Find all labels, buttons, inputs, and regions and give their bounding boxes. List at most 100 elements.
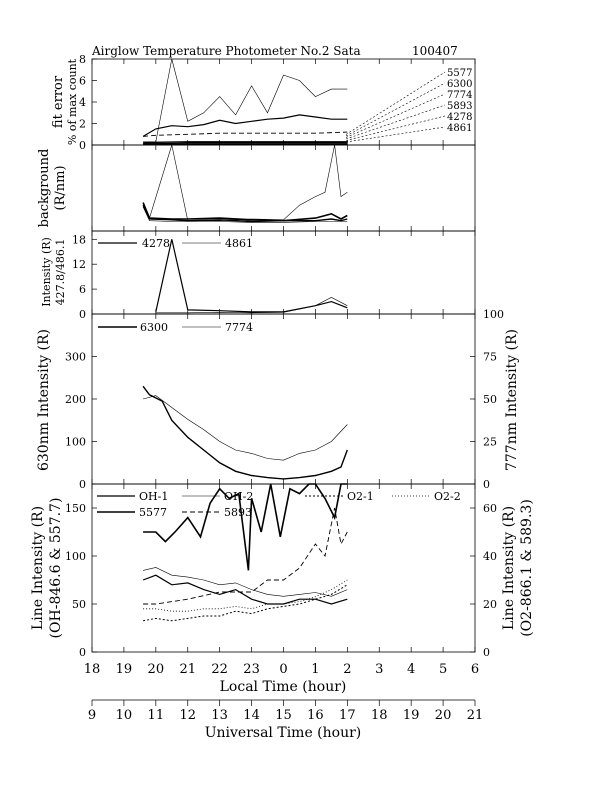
y-tick-label-line-intensity-3: 150	[65, 502, 86, 515]
local-tick-label-2: 20	[148, 662, 165, 677]
y-tick-label-fit-error-0: 0	[79, 139, 86, 152]
dynamic-layer: 18 19 20 21 22 23 0 1 2 3 4 5 69 10 11 12 13 14 15 16 17 18 19…	[65, 53, 504, 723]
local-tick-label-9: 3	[375, 662, 383, 677]
local-tick-label-1: 19	[116, 662, 133, 677]
legend-fit-5893: 5893	[447, 101, 472, 112]
ut-tick-label-7: 16	[307, 708, 324, 723]
series-background-6300	[142, 204, 348, 223]
local-tick-label-10: 4	[407, 662, 415, 677]
series-line-intensity-5577	[143, 483, 348, 571]
legend-fit-leader-6300	[345, 82, 446, 137]
legend-630-7774: 7774	[225, 321, 253, 334]
series-background-5577	[142, 202, 348, 222]
legend-blue-4861: 4861	[225, 237, 253, 250]
legend-fit-5577: 5577	[447, 68, 472, 79]
ylabel-oh: Line Intensity (R)	[30, 506, 46, 630]
y-tick-label-630-777-0: 0	[79, 478, 86, 491]
series-630-777-6300	[142, 385, 348, 480]
legend-li-5893: 5893	[224, 506, 252, 519]
local-tick-label-7: 1	[311, 662, 319, 677]
ylabel-630: 630nm Intensity (R)	[36, 329, 52, 471]
fit-error-ylabel: fit error	[51, 75, 66, 128]
y-tick-label-intensity-blue-0: 0	[79, 308, 86, 321]
local-tick-label-0: 18	[84, 662, 101, 677]
y-tick-label-intensity-blue-2: 12	[72, 258, 86, 271]
y2-tick-label-line-intensity-2: 40	[483, 550, 497, 563]
ut-tick-label-11: 20	[435, 708, 452, 723]
local-tick-label-8: 2	[343, 662, 351, 677]
legend-630-6300: 6300	[140, 321, 168, 334]
chart-title: Airglow Temperature Photometer No.2 Sata	[91, 44, 361, 58]
background-ylabel2: (R/nm)	[53, 165, 68, 210]
ut-tick-label-2: 11	[148, 708, 165, 723]
legend-fit-leader-4861	[345, 126, 446, 143]
series-fit-error-5893	[143, 131, 348, 137]
fit-error-ylabel2: % of max count	[66, 58, 79, 145]
legend-fit-leader-5577	[345, 71, 446, 135]
date-code: 100407	[412, 44, 458, 58]
series-background-7774	[142, 206, 348, 223]
y2-tick-label-630-777-3: 75	[483, 351, 497, 364]
ut-time-label: Universal Time (hour)	[205, 725, 362, 741]
series-line-intensity-O2-2	[143, 579, 348, 612]
y-tick-label-line-intensity-2: 100	[65, 550, 86, 563]
legend-li-OH-2: OH-2	[224, 490, 253, 503]
y2-tick-label-line-intensity-3: 60	[483, 502, 497, 515]
series-background-4861	[142, 144, 348, 221]
y2-tick-label-630-777-4: 100	[483, 308, 504, 321]
panel-630-777-frame	[91, 313, 476, 485]
y-tick-label-fit-error-2: 4	[79, 96, 86, 109]
legend-fit-leader-5893	[345, 104, 446, 140]
legend-fit-4861: 4861	[447, 123, 472, 134]
series-fit-error-4278	[142, 114, 348, 137]
y2-tick-label-630-777-0: 0	[483, 478, 490, 491]
ut-tick-label-9: 18	[371, 708, 388, 723]
y-tick-label-fit-error-3: 6	[79, 75, 86, 88]
series-line-intensity-O2-1	[143, 584, 348, 622]
y2-tick-label-630-777-1: 25	[483, 436, 497, 449]
legend-fit-6300: 6300	[447, 79, 472, 90]
legend-blue-4278: 4278	[142, 237, 170, 250]
ut-tick-label-0: 9	[88, 708, 96, 723]
legend-fit-leader-4278	[345, 115, 446, 141]
ut-tick-label-4: 13	[211, 708, 228, 723]
series-intensity-blue-4861	[155, 297, 348, 314]
series-intensity-blue-4278	[155, 239, 348, 313]
y-tick-label-fit-error-4: 8	[79, 53, 86, 66]
ut-tick-label-1: 10	[116, 708, 133, 723]
background-ylabel: background	[37, 149, 52, 228]
series-line-intensity-5893	[143, 507, 348, 605]
ut-tick-label-5: 14	[243, 708, 260, 723]
y-tick-label-line-intensity-0: 0	[79, 646, 86, 659]
ut-tick-label-8: 17	[339, 708, 356, 723]
y-tick-label-630-777-2: 200	[65, 393, 86, 406]
blue-ylabel2: 427.8/486.1	[54, 239, 67, 306]
ut-tick-label-3: 12	[179, 708, 196, 723]
ut-tick-label-6: 15	[275, 708, 292, 723]
legend-li-O2-1: O2-1	[347, 490, 374, 503]
legend-fit-4278: 4278	[447, 112, 472, 123]
y-tick-label-630-777-3: 300	[65, 351, 86, 364]
series-line-intensity-OH-1	[142, 574, 348, 605]
blue-ylabel: Intensity (R)	[40, 237, 53, 307]
local-time-label: Local Time (hour)	[220, 679, 347, 695]
ylabel-o22: (O2-866.1 & 589.3)	[519, 499, 535, 637]
legend-li-OH-1: OH-1	[139, 490, 168, 503]
series-line-intensity-OH-2	[143, 567, 348, 597]
y-tick-label-630-777-1: 100	[65, 436, 86, 449]
series-fit-error-6300	[143, 141, 348, 144]
ylabel-o2: Line Intensity (R)	[501, 506, 517, 630]
ylabel-oh2: (OH-846.6 & 557.7)	[48, 498, 64, 639]
ylabel-777: 777nm Intensity (R)	[504, 329, 520, 471]
local-tick-label-5: 23	[243, 662, 260, 677]
y2-tick-label-line-intensity-1: 20	[483, 598, 497, 611]
y2-tick-label-line-intensity-0: 0	[483, 646, 490, 659]
local-tick-label-4: 22	[211, 662, 228, 677]
y-tick-label-line-intensity-1: 50	[72, 598, 86, 611]
legend-fit-leader-7774	[345, 93, 446, 138]
y-tick-label-intensity-blue-3: 18	[72, 233, 86, 246]
legend-fit-7774: 7774	[447, 90, 472, 101]
y-tick-label-intensity-blue-1: 6	[79, 283, 86, 296]
local-tick-label-6: 0	[279, 662, 287, 677]
